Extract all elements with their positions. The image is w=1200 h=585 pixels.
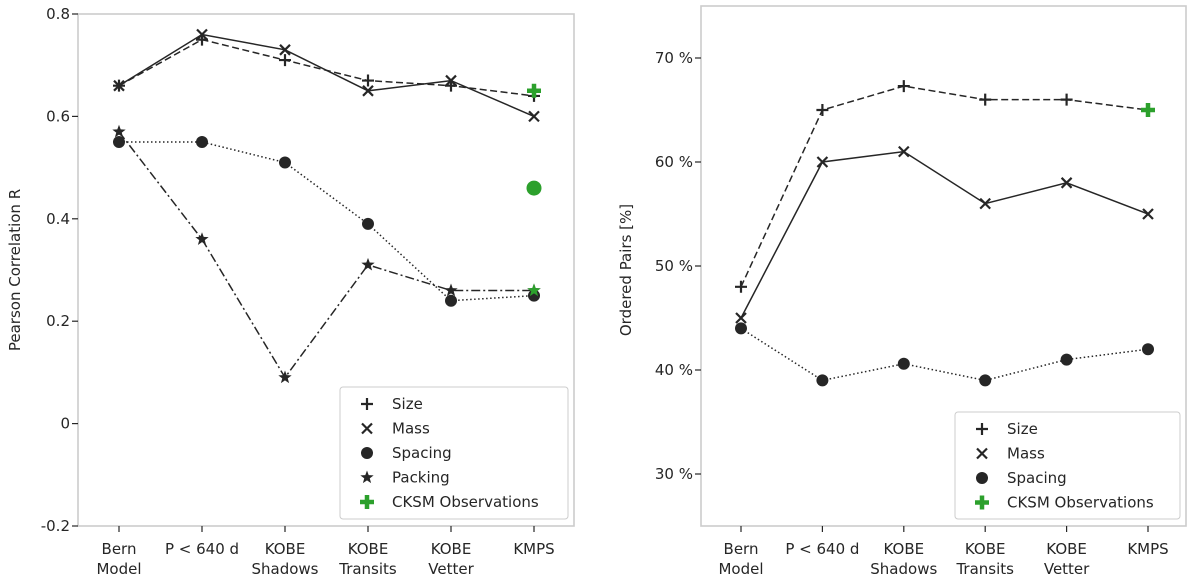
point-spacing — [279, 156, 291, 169]
legend-label: Size — [1007, 420, 1038, 438]
x-tick-label: KMPS — [513, 540, 554, 558]
point-mass — [979, 197, 991, 210]
y-tick-label: 60 % — [655, 153, 693, 171]
x-tick-label: KOBE Transits — [338, 540, 397, 578]
legend-label: Spacing — [1007, 469, 1067, 487]
point-mass — [816, 156, 829, 168]
x-tick-label: P < 640 d — [165, 540, 239, 558]
x-tick-label: Bern Model — [96, 540, 141, 578]
observation-point — [527, 283, 541, 297]
point-mass — [279, 44, 291, 56]
point-spacing — [897, 357, 910, 370]
legend-marker — [976, 447, 988, 460]
legend-label: Spacing — [392, 444, 452, 462]
point-mass — [528, 110, 540, 123]
observation-point — [527, 83, 541, 98]
series-line-mass — [118, 33, 535, 118]
correlation-chart: Pearson Correlation R -0.2 0 0.2 0.4 0.6 0.8 B… — [6, 5, 575, 578]
point-mass — [898, 145, 910, 158]
point-packing — [278, 370, 292, 384]
point-size — [735, 280, 747, 293]
y-tick-label: 70 % — [655, 49, 693, 67]
legend-label: CKSM Observations — [392, 493, 539, 511]
x-tick-label: KOBE Shadows — [251, 540, 318, 578]
point-spacing — [196, 136, 208, 148]
point-size — [279, 54, 291, 67]
series-line-size — [740, 85, 1149, 288]
legend: Size Mass Spacing Packing CKSM Observations — [339, 386, 569, 520]
legend-marker — [361, 398, 373, 410]
legend-label: Packing — [392, 469, 450, 487]
point-spacing — [1142, 343, 1154, 356]
y-tick-label: 0 — [60, 415, 70, 433]
point-size — [897, 80, 910, 93]
point-spacing — [445, 294, 457, 307]
x-tick-label: P < 640 d — [785, 540, 859, 558]
legend: Size Mass Spacing CKSM Observations — [954, 411, 1181, 520]
legend-marker — [975, 495, 989, 510]
legend-label: Mass — [392, 420, 430, 438]
x-tick-label: KMPS — [1127, 540, 1168, 558]
legend-label: Size — [392, 395, 423, 413]
point-size — [979, 93, 992, 106]
observation-point — [1141, 103, 1155, 117]
legend-marker — [360, 470, 374, 484]
y-tick-label: -0.2 — [41, 517, 70, 535]
y-axis-label: Ordered Pairs [%] — [617, 204, 635, 336]
point-mass — [113, 79, 125, 92]
point-spacing — [816, 374, 829, 387]
point-packing — [195, 232, 209, 245]
point-mass — [445, 74, 457, 87]
point-packing — [112, 124, 126, 138]
y-tick-label: 0.4 — [46, 210, 70, 228]
plot-frame — [77, 13, 575, 527]
point-size — [816, 104, 829, 116]
point-spacing — [979, 374, 992, 387]
point-spacing — [1060, 353, 1073, 366]
point-packing — [361, 257, 375, 271]
legend-marker — [976, 472, 988, 484]
y-axis-label: Pearson Correlation R — [6, 189, 24, 351]
legend-box — [954, 411, 1181, 520]
y-tick-label: 50 % — [655, 257, 693, 275]
legend-marker — [360, 495, 374, 509]
point-mass — [1060, 177, 1073, 189]
point-spacing — [113, 136, 125, 148]
series-line-mass — [740, 150, 1149, 319]
x-tick-label: KOBE Vetter — [1044, 540, 1090, 578]
series-line-spacing — [119, 141, 535, 302]
y-tick-label: 0.6 — [46, 107, 70, 125]
y-tick-label: 0.2 — [46, 312, 70, 330]
point-spacing — [735, 322, 747, 335]
legend-marker — [976, 423, 988, 435]
point-mass — [1142, 208, 1154, 220]
y-tick-label: 40 % — [655, 361, 693, 379]
point-size — [362, 74, 374, 87]
x-tick-label: KOBE Transits — [955, 540, 1014, 578]
point-size — [1060, 93, 1073, 106]
legend-marker — [361, 422, 373, 435]
point-mass — [362, 85, 374, 97]
point-mass — [735, 312, 747, 324]
y-tick-label: 0.8 — [46, 5, 70, 23]
observation-point — [526, 180, 542, 196]
x-tick-label: KOBE Vetter — [428, 540, 474, 578]
x-tick-label: Bern Model — [718, 540, 763, 578]
legend-label: CKSM Observations — [1007, 494, 1154, 512]
point-packing — [444, 283, 458, 297]
point-spacing — [362, 217, 374, 230]
legend-box — [339, 386, 569, 520]
series-line-packing — [118, 131, 534, 379]
legend-label: Mass — [1007, 445, 1045, 463]
ordered-pairs-chart: Ordered Pairs [%] 30 % 40 % 50 % 60 % 70 % Be… — [617, 5, 1187, 578]
legend-marker — [361, 447, 373, 459]
y-tick-label: 30 % — [655, 465, 693, 483]
series-line-spacing — [740, 327, 1149, 382]
x-tick-label: KOBE Shadows — [870, 540, 937, 578]
point-mass — [196, 28, 208, 41]
